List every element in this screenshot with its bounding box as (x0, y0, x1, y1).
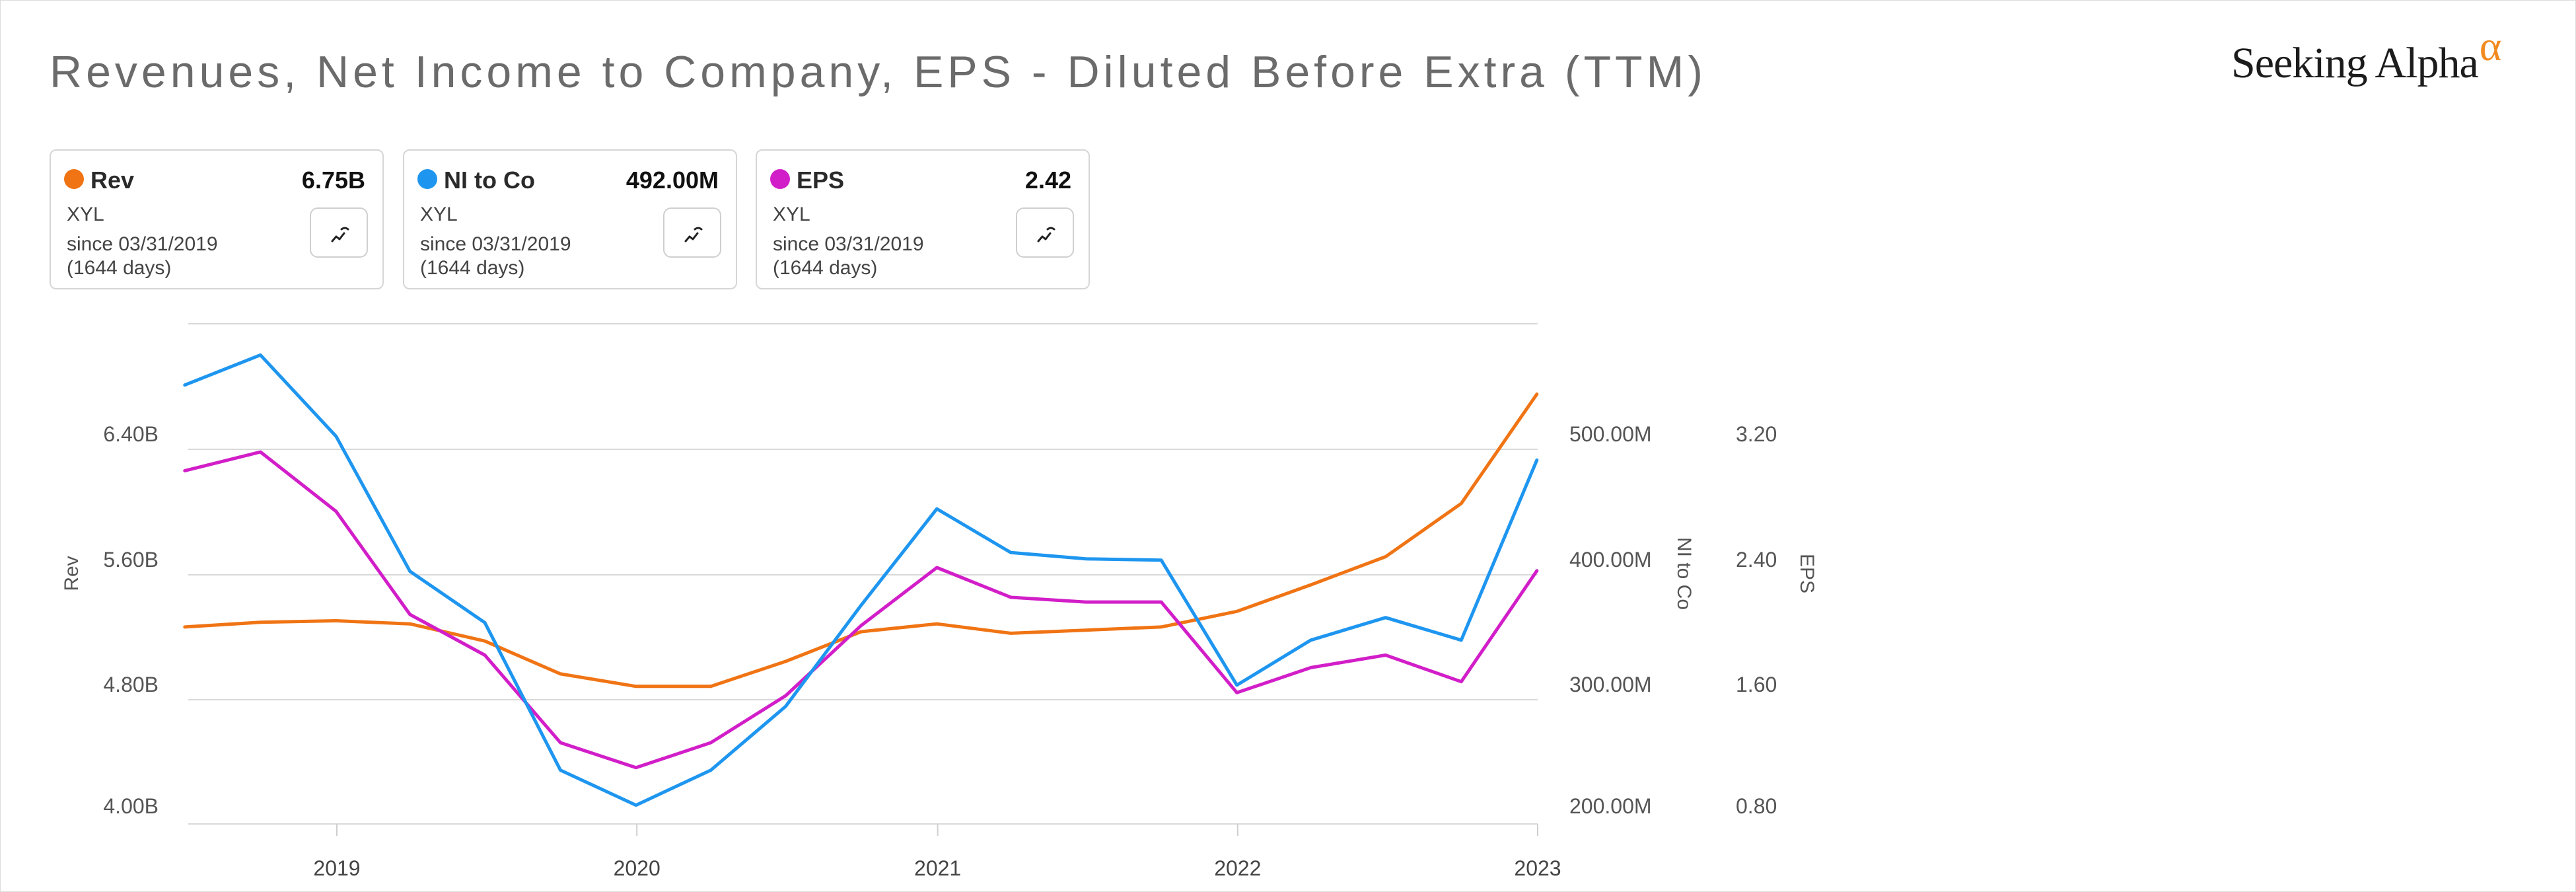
chart-trend-icon (331, 227, 349, 242)
card-since: since 03/31/2019 (1644 days) (773, 233, 924, 280)
y-right-tick-label: 200.00M (1569, 794, 1652, 818)
card-series-name: EPS (797, 167, 845, 194)
y-right-tick-label: 500.00M (1569, 422, 1652, 446)
card-series-name: NI to Co (444, 167, 535, 194)
y-right2-tick-label: 0.80 (1736, 794, 1777, 818)
metric-card-rev[interactable]: Rev 6.75B XYL since 03/31/2019 (1644 days… (50, 149, 384, 289)
y-left-tick-label: 4.00B (103, 794, 159, 818)
series-line-ni-to-co (183, 353, 1539, 807)
x-tick-label: 2022 (1214, 856, 1261, 880)
series-dot-rev (64, 169, 84, 189)
series-line-eps (183, 450, 1539, 770)
chart-trend-icon (684, 227, 703, 242)
y-right2-axis-label: EPS (1796, 554, 1818, 593)
metric-card-ni-to-co[interactable]: NI to Co 492.00M XYL since 03/31/2019 (16… (403, 149, 737, 289)
y-right2-tick-label: 2.40 (1736, 548, 1777, 572)
card-ticker: XYL (67, 204, 104, 225)
brand-logo-text: Seeking Alpha (2231, 39, 2479, 87)
card-since-days: (1644 days) (773, 257, 878, 279)
y-right2-tick-label: 1.60 (1736, 673, 1777, 696)
chart-trend-icon (1037, 227, 1055, 242)
chart-trend-button[interactable] (663, 207, 721, 258)
x-tick-label: 2020 (614, 856, 661, 880)
x-tick-label: 2021 (914, 856, 961, 880)
brand-alpha-icon: α (2479, 22, 2502, 69)
card-ticker: XYL (773, 204, 810, 225)
card-since-days: (1644 days) (67, 257, 172, 279)
card-since-date: since 03/31/2019 (773, 233, 924, 255)
card-since-date: since 03/31/2019 (67, 233, 218, 255)
y-left-tick-label: 4.80B (103, 673, 159, 696)
x-tick-label: 2019 (313, 856, 360, 880)
chart-title: Revenues, Net Income to Company, EPS - D… (50, 47, 1707, 97)
y-left-tick-label: 6.40B (103, 422, 159, 446)
y-right-tick-label: 300.00M (1569, 673, 1652, 696)
card-since: since 03/31/2019 (1644 days) (67, 233, 218, 280)
card-ticker: XYL (420, 204, 458, 225)
card-value: 6.75B (301, 167, 365, 194)
y-left-axis-label: Rev (61, 556, 83, 591)
card-since-days: (1644 days) (420, 257, 525, 279)
metric-card-eps[interactable]: EPS 2.42 XYL since 03/31/2019 (1644 days) (756, 149, 1090, 289)
y-right2-tick-label: 3.20 (1736, 422, 1777, 446)
card-since-date: since 03/31/2019 (420, 233, 571, 255)
x-tick-label: 2023 (1514, 856, 1561, 880)
brand-logo: Seeking Alphaα (2231, 22, 2501, 89)
y-right-axis-label: NI to Co (1673, 537, 1695, 610)
card-since: since 03/31/2019 (1644 days) (420, 233, 571, 280)
series-line-rev (183, 392, 1539, 688)
card-series-name: Rev (90, 167, 135, 194)
series-dot-eps (770, 169, 790, 189)
card-value: 492.00M (626, 167, 719, 194)
y-left-tick-label: 5.60B (103, 548, 159, 572)
series-dot-ni-to-co (417, 169, 437, 189)
chart-trend-button[interactable] (310, 207, 368, 258)
card-value: 2.42 (1024, 167, 1071, 194)
y-right-tick-label: 400.00M (1569, 548, 1652, 572)
chart-trend-button[interactable] (1016, 207, 1074, 258)
